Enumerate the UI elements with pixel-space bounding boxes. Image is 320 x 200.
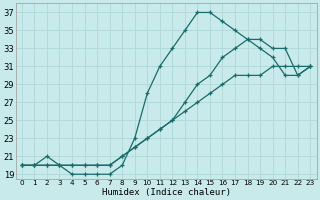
X-axis label: Humidex (Indice chaleur): Humidex (Indice chaleur) bbox=[101, 188, 231, 197]
